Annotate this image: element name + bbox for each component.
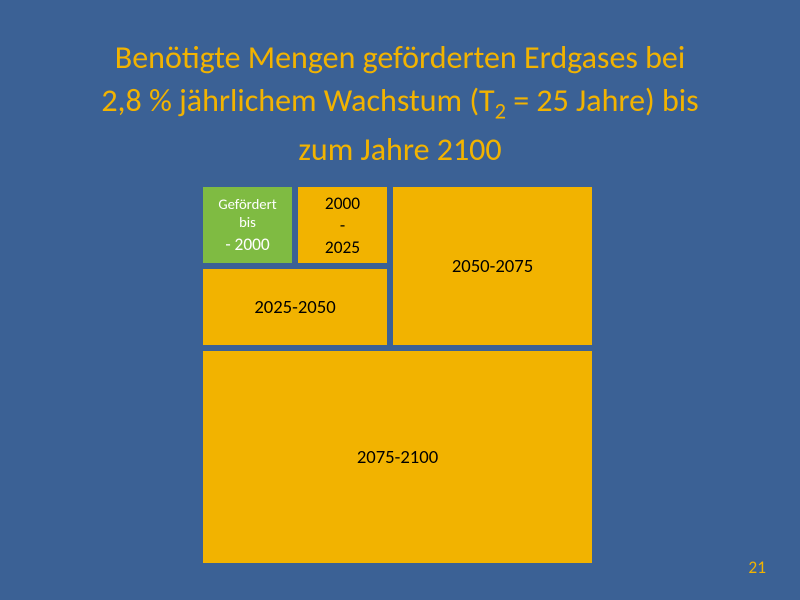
treemap-box-2025-2050: 2025-2050	[200, 266, 390, 348]
treemap-box-label: Gefördert	[218, 195, 276, 213]
title-line-3: zum Jahre 2100	[60, 128, 740, 171]
treemap-box-2000-2025: 2000-2025	[295, 184, 390, 266]
treemap-box-pre2000: Gefördertbis - 2000	[200, 184, 295, 266]
title-line-2: 2,8 % jährlichem Wachstum (T2 = 25 Jahre…	[60, 79, 740, 128]
slide: Benötigte Mengen geförderten Erdgases be…	[0, 0, 800, 600]
treemap-box-label-emph: - 2000	[225, 233, 269, 255]
slide-title: Benötigte Mengen geförderten Erdgases be…	[60, 36, 740, 171]
page-number: 21	[748, 556, 766, 578]
treemap-box-label: bis	[239, 213, 256, 231]
treemap-box-label: -	[340, 214, 345, 236]
treemap-box-label: 2000	[325, 192, 360, 214]
title-line-1: Benötigte Mengen geförderten Erdgases be…	[60, 36, 740, 79]
treemap-box-2075-2100: 2075-2100	[200, 348, 595, 566]
treemap: Gefördertbis- 20002000-20252025-20502050…	[200, 184, 595, 566]
treemap-box-2050-2075: 2050-2075	[390, 184, 595, 348]
title-line-2-post: = 25 Jahre) bis	[506, 81, 699, 120]
treemap-box-label: 2075-2100	[357, 446, 438, 469]
title-line-2-pre: 2,8 % jährlichem Wachstum (T	[101, 81, 494, 120]
treemap-box-label: 2025	[325, 236, 360, 258]
treemap-box-label: 2025-2050	[254, 296, 335, 319]
treemap-box-label: 2050-2075	[452, 255, 533, 278]
title-line-2-sub: 2	[495, 99, 506, 126]
